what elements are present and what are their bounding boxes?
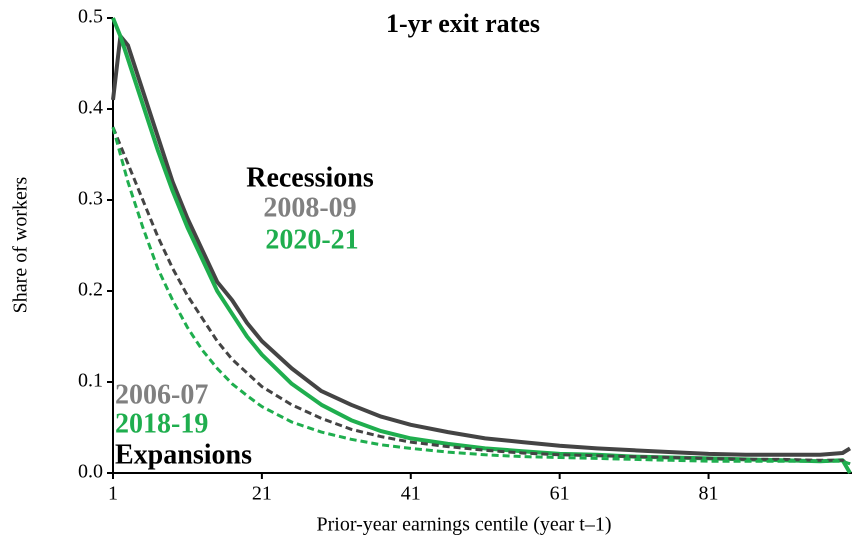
series-line bbox=[111, 126, 851, 466]
series-line bbox=[111, 34, 852, 457]
series-label: 2008-09 bbox=[263, 192, 356, 223]
series-line bbox=[111, 126, 851, 466]
annotation: Expansions bbox=[115, 439, 252, 470]
y-axis-label: Share of workers bbox=[10, 176, 32, 313]
y-tick-label: 0.2 bbox=[78, 279, 103, 301]
x-axis-label: Prior-year earnings centile (year t–1) bbox=[316, 514, 611, 536]
y-tick-label: 0.5 bbox=[78, 6, 103, 28]
series-label: 2020-21 bbox=[265, 224, 358, 255]
x-tick-label: 81 bbox=[699, 483, 719, 505]
y-tick-label: 0.4 bbox=[78, 97, 103, 119]
series-label: 2006-07 bbox=[115, 379, 208, 410]
y-tick-label: 0.1 bbox=[78, 370, 103, 392]
x-tick-label: 21 bbox=[252, 483, 272, 505]
series-line bbox=[111, 17, 852, 475]
chart-title: 1-yr exit rates bbox=[386, 9, 540, 38]
y-tick-label: 0.3 bbox=[78, 188, 103, 210]
x-tick-label: 1 bbox=[108, 483, 118, 505]
x-tick-label: 61 bbox=[550, 483, 570, 505]
series-label: 2018-19 bbox=[115, 408, 208, 439]
x-tick-label: 41 bbox=[401, 483, 421, 505]
y-tick-label: 0.0 bbox=[78, 461, 103, 483]
annotation: Recessions bbox=[246, 162, 374, 193]
